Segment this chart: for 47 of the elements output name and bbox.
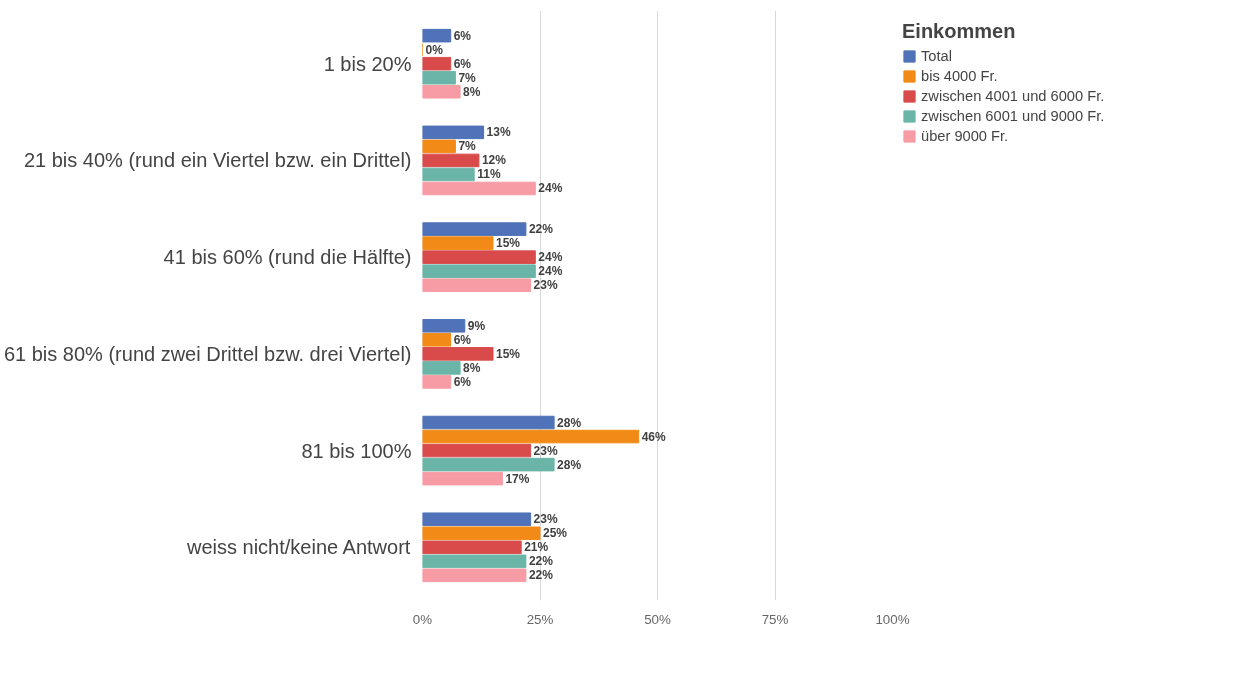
y-tick-label: 81 bis 100% bbox=[301, 439, 412, 462]
data-label: 8% bbox=[463, 84, 481, 99]
legend-label: zwischen 6001 und 9000 Fr. bbox=[921, 108, 1105, 124]
data-label: 22% bbox=[528, 222, 554, 237]
data-label: 23% bbox=[533, 278, 558, 293]
x-tick-label: 0% bbox=[412, 611, 433, 627]
data-label: 6% bbox=[453, 374, 472, 389]
data-label: 17% bbox=[505, 471, 530, 486]
x-tick-label: 50% bbox=[644, 611, 671, 627]
data-label: 12% bbox=[481, 153, 507, 168]
legend-label: zwischen 4001 und 6000 Fr. bbox=[921, 88, 1105, 104]
data-label: 21% bbox=[524, 540, 549, 555]
data-label: 28% bbox=[557, 457, 582, 472]
data-label: 23% bbox=[533, 443, 558, 458]
y-tick-label: 61 bis 80% (rund zwei Drittel bzw. drei Viertel) bbox=[3, 342, 412, 365]
data-label: 24% bbox=[538, 264, 563, 279]
data-label: 25% bbox=[543, 526, 568, 541]
data-label: 22% bbox=[528, 554, 554, 569]
legend-label: Total bbox=[921, 48, 952, 64]
data-label: 6% bbox=[453, 56, 472, 71]
y-tick-label: 21 bis 40% (rund ein Viertel bzw. ein Drittel) bbox=[23, 149, 412, 172]
data-label: 15% bbox=[496, 346, 521, 361]
data-label: 15% bbox=[496, 236, 521, 251]
y-tick-label: weiss nicht/keine Antwort bbox=[185, 536, 411, 559]
y-tick-label: 1 bis 20% bbox=[323, 52, 412, 75]
legend-label: über 9000 Fr. bbox=[921, 128, 1009, 144]
y-tick-label: 41 bis 60% (rund die Hälfte) bbox=[163, 246, 412, 269]
data-label: 22% bbox=[528, 568, 554, 583]
data-label: 6% bbox=[453, 332, 472, 347]
legend-label: bis 4000 Fr. bbox=[921, 68, 998, 84]
data-label: 9% bbox=[467, 318, 486, 333]
x-tick-label: 25% bbox=[526, 611, 554, 627]
data-label: 46% bbox=[641, 429, 667, 444]
data-label: 13% bbox=[486, 125, 511, 140]
data-label: 7% bbox=[458, 70, 477, 85]
data-label: 24% bbox=[538, 181, 563, 196]
data-label: 28% bbox=[557, 415, 582, 430]
data-label: 0% bbox=[425, 42, 444, 57]
data-label: 24% bbox=[538, 250, 563, 265]
x-tick-label: 100% bbox=[875, 611, 910, 627]
data-label: 6% bbox=[453, 28, 472, 43]
x-tick-label: 75% bbox=[761, 611, 789, 627]
legend-title: Einkommen bbox=[902, 20, 1017, 43]
data-label: 11% bbox=[477, 167, 501, 182]
data-label: 8% bbox=[463, 360, 481, 375]
data-label: 7% bbox=[458, 139, 477, 154]
data-label: 23% bbox=[533, 512, 558, 527]
